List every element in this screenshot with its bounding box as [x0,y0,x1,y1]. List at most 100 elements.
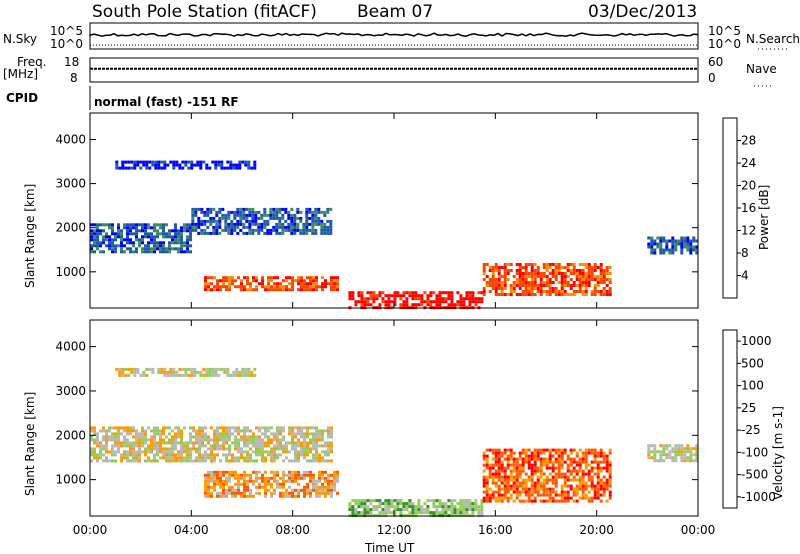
data-cell [468,297,472,301]
data-cell [194,228,198,232]
data-cell [560,457,564,461]
data-cell [527,487,531,491]
data-cell [189,447,192,451]
data-cell [695,248,699,252]
data-cell [432,499,436,503]
data-cell [572,457,576,461]
data-cell [450,508,454,512]
data-cell [177,229,180,233]
data-cell [578,478,582,482]
data-cell [174,223,177,227]
data-cell [563,293,567,296]
data-cell [399,511,403,515]
data-cell [153,235,156,239]
data-cell [566,263,570,266]
data-cell [554,290,558,293]
data-cell [291,444,294,448]
data-cell [497,469,501,473]
data-cell [420,511,424,515]
data-cell [324,453,327,457]
data-cell [285,447,288,451]
data-cell [608,490,612,494]
data-cell [168,235,171,239]
data-cell [554,272,558,275]
data-cell [260,213,264,217]
data-cell [659,242,663,246]
data-cell [695,239,699,243]
data-cell [147,438,150,442]
data-cell [572,487,576,491]
data-cell [246,473,249,477]
data-cell [411,297,415,301]
data-cell [560,490,564,494]
data-cell [530,266,534,269]
data-cell [135,226,138,230]
data-cell [384,300,388,304]
data-cell [191,225,195,229]
data-cell [354,300,358,304]
data-cell [244,160,248,164]
data-cell [336,282,339,286]
data-cell [527,287,531,290]
data-cell [515,269,519,272]
data-cell [329,228,333,232]
data-cell [263,210,267,214]
data-cell [581,487,585,491]
data-cell [177,426,180,430]
noise-panel-frame [89,22,699,50]
data-cell [360,303,364,307]
data-cell [500,466,504,470]
data-cell [662,459,666,463]
data-cell [605,266,609,269]
data-cell [174,441,177,445]
data-cell [266,228,270,232]
data-cell [93,235,96,239]
data-cell [279,444,282,448]
data-cell [491,272,495,275]
data-cell [192,426,195,430]
data-cell [195,435,198,439]
data-cell [545,293,549,296]
data-cell [309,473,312,477]
data-cell [144,244,147,248]
data-cell [255,485,258,489]
data-cell [168,450,171,454]
data-cell [581,281,585,284]
data-cell [279,494,282,498]
data-cell [276,470,279,474]
data-cell [509,457,513,461]
data-cell [509,469,513,473]
data-cell [327,450,330,454]
data-cell [159,244,162,248]
data-cell [500,481,504,485]
data-cell [177,247,180,251]
data-cell [468,303,472,307]
data-cell [357,294,361,298]
data-cell [135,429,138,433]
data-cell [223,370,227,374]
data-cell [273,488,276,492]
data-cell [686,245,690,249]
data-cell [468,499,472,503]
data-cell [267,479,270,483]
data-cell [590,269,594,272]
data-cell [444,505,448,509]
data-cell [249,459,252,463]
data-cell [96,241,99,245]
data-cell [330,491,333,495]
data-cell [297,450,300,454]
data-cell [488,475,492,479]
data-cell [312,453,315,457]
data-cell [420,297,424,301]
data-cell [303,456,306,460]
data-cell [115,367,119,371]
data-cell [126,444,129,448]
data-cell [366,291,370,295]
data-cell [578,466,582,470]
data-cell [441,502,445,506]
data-cell [210,473,213,477]
data-cell [602,287,606,290]
data-cell [216,482,219,486]
data-cell [420,294,424,298]
data-cell [333,285,336,289]
